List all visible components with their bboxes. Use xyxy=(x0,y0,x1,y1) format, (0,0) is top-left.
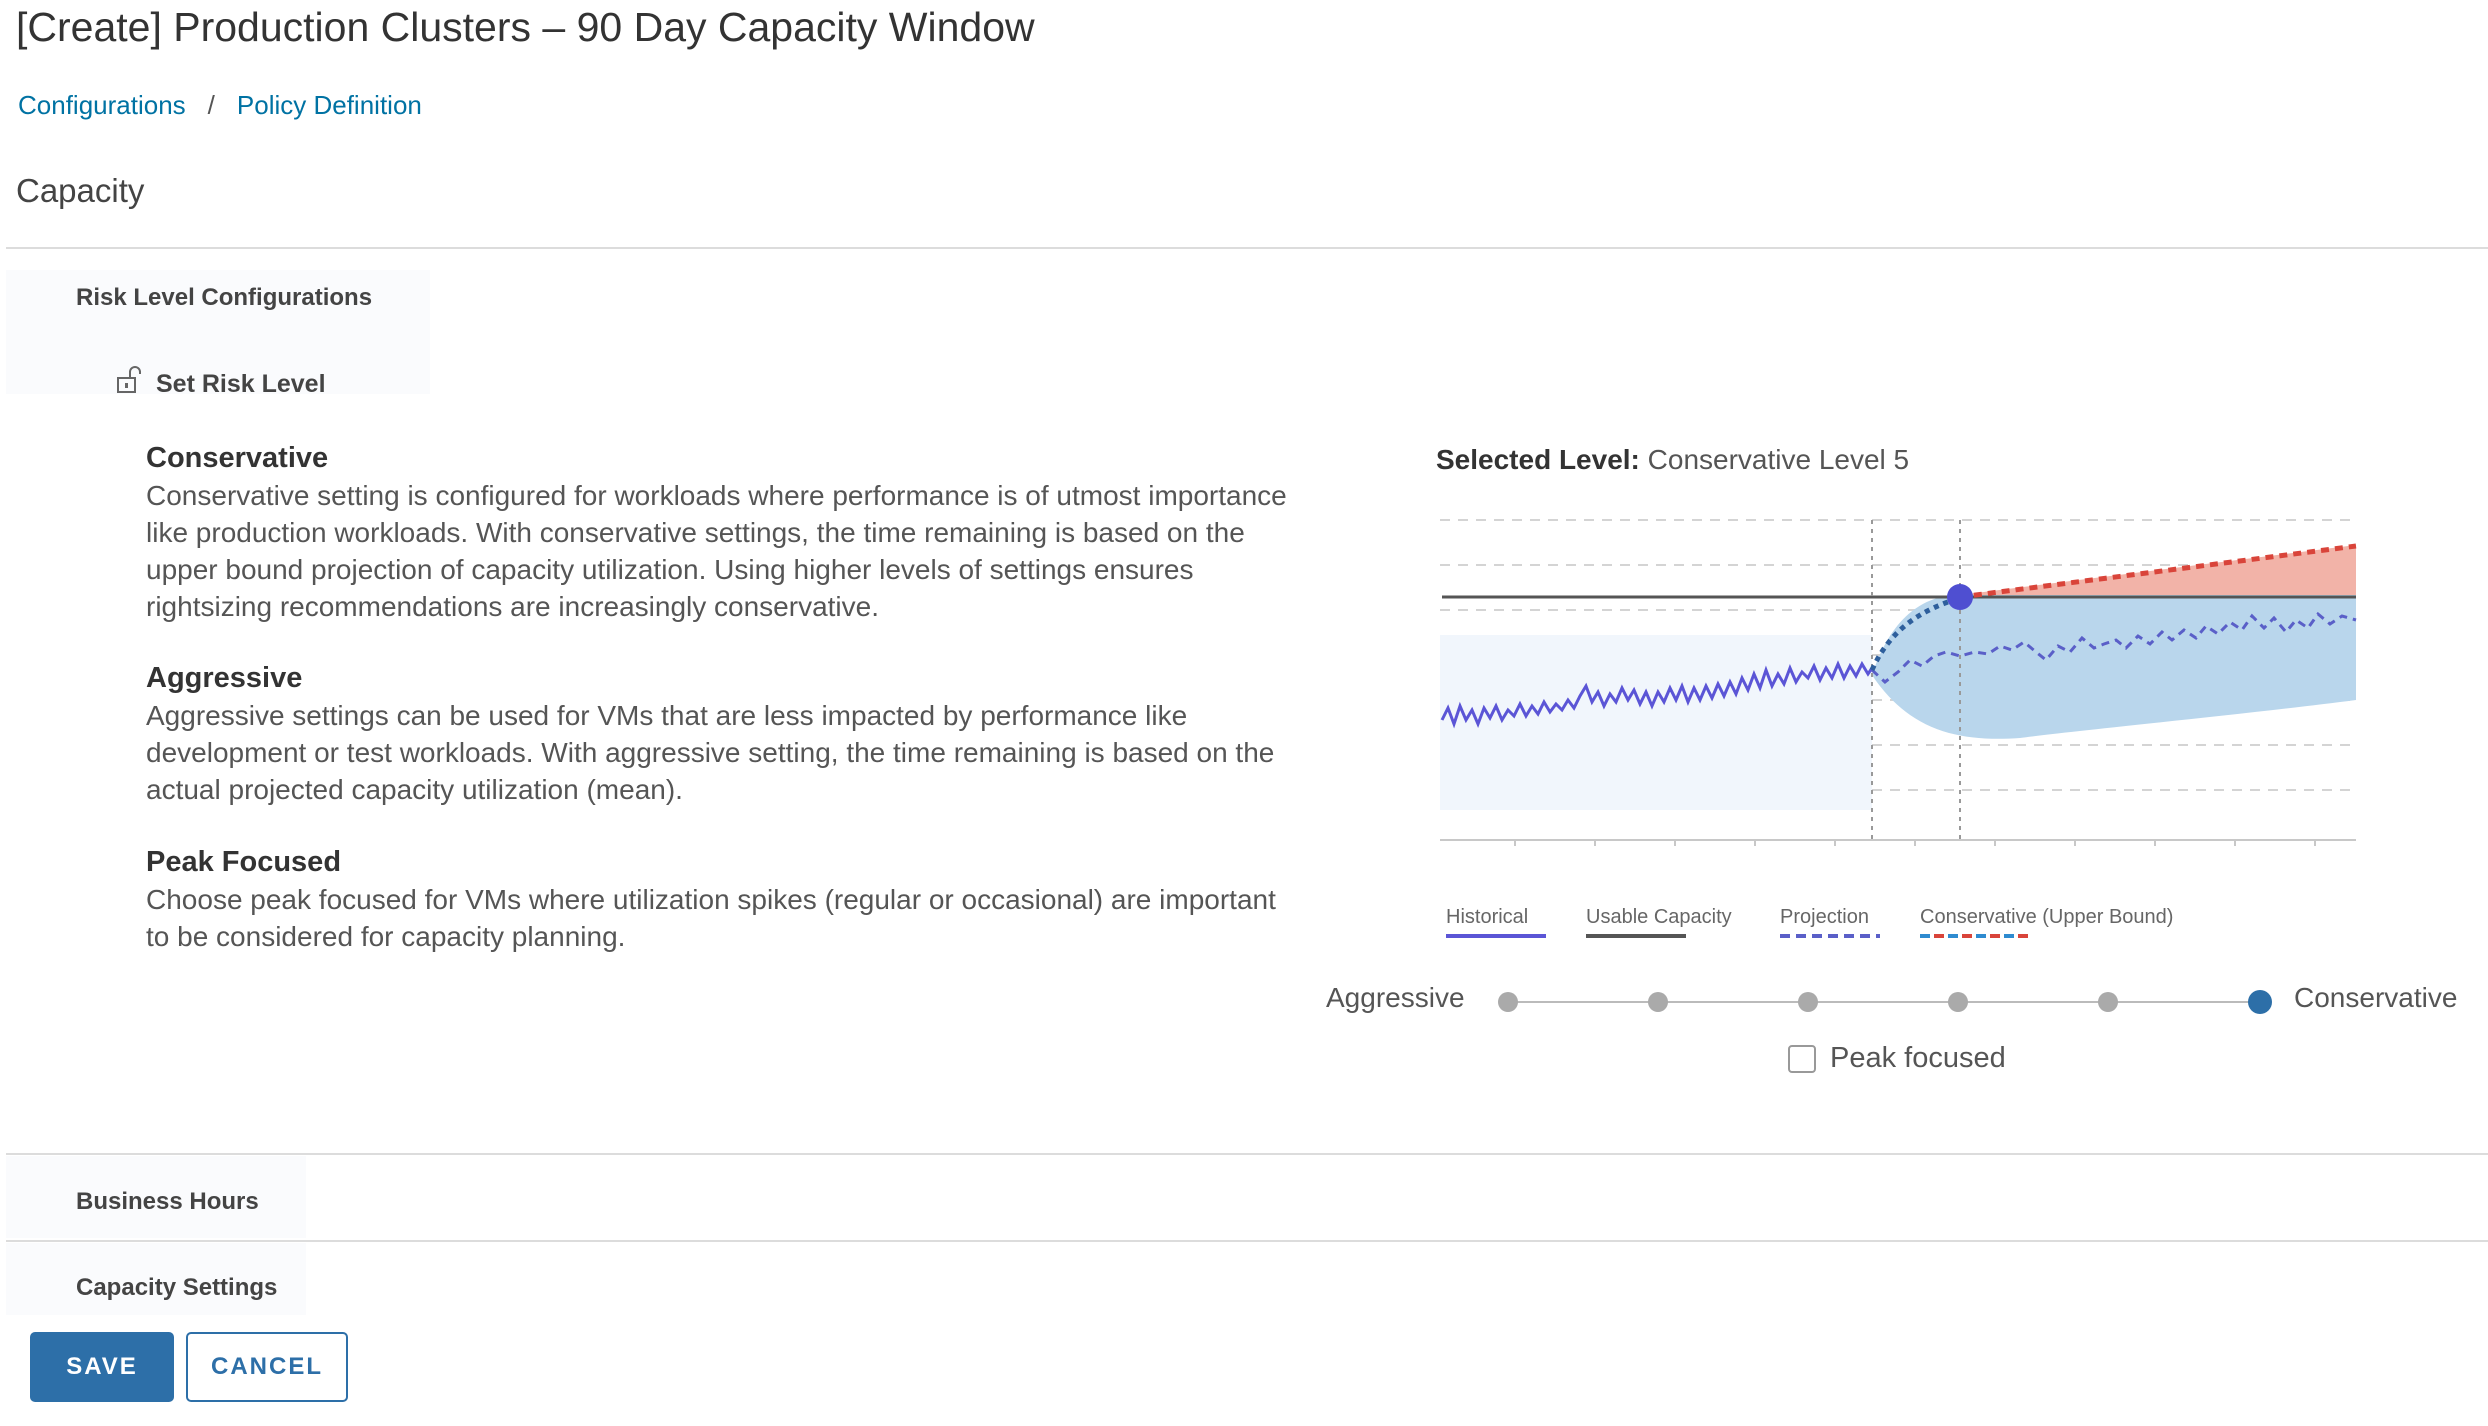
projection-ramp-line xyxy=(1869,595,1961,672)
description-conservative: Conservative Conservative setting is con… xyxy=(146,442,1296,625)
accordion-header-shade xyxy=(6,1156,306,1238)
unlock-icon xyxy=(117,366,141,393)
description-title: Aggressive xyxy=(146,662,303,694)
selected-level-value: Conservative Level 5 xyxy=(1647,444,1910,475)
slider-step-1 xyxy=(1498,992,1518,1012)
conservative-upper-bound-line xyxy=(1959,543,2357,600)
history-area-shade xyxy=(1440,635,1872,810)
selected-level: Selected Level: Conservative Level 5 xyxy=(1436,444,1909,476)
accordion-capacity-settings[interactable]: Capacity Settings xyxy=(76,1274,278,1301)
legend-conservative-upper-bound: Conservative (Upper Bound) xyxy=(1920,906,2174,928)
description-aggressive: Aggressive Aggressive settings can be us… xyxy=(146,662,1296,808)
slider-label-aggressive: Aggressive xyxy=(1326,982,1465,1013)
description-title: Peak Focused xyxy=(146,846,342,878)
legend-usable-capacity-swatch xyxy=(1586,934,1686,938)
save-button[interactable]: SAVE xyxy=(30,1332,174,1402)
description-peak-focused: Peak Focused Choose peak focused for VMs… xyxy=(146,846,1296,955)
divider xyxy=(6,247,2488,249)
accordion-header-shade xyxy=(6,1243,306,1315)
legend-conservative-swatch xyxy=(1920,934,2028,938)
capacity-intersection-point xyxy=(1947,584,1973,610)
divider xyxy=(6,1240,2488,1242)
peak-focused-checkbox[interactable] xyxy=(1788,1045,1816,1073)
legend-usable-capacity: Usable Capacity xyxy=(1586,906,1732,928)
page-title: [Create] Production Clusters – 90 Day Ca… xyxy=(16,4,1035,50)
slider-step-3 xyxy=(1798,992,1818,1012)
risk-level-slider[interactable] xyxy=(1498,984,2278,1020)
breadcrumb-separator: / xyxy=(207,90,215,120)
set-risk-level-label: Set Risk Level xyxy=(156,370,326,398)
legend-historical-swatch xyxy=(1446,934,1546,938)
breadcrumb-policy-definition[interactable]: Policy Definition xyxy=(236,90,422,120)
slider-step-2 xyxy=(1648,992,1668,1012)
slider-step-4 xyxy=(1948,992,1968,1012)
description-text: Aggressive settings can be used for VMs … xyxy=(146,700,1275,805)
accordion-header-shade xyxy=(6,270,430,394)
section-heading: Capacity xyxy=(16,172,145,209)
description-text: Conservative setting is configured for w… xyxy=(146,480,1287,622)
description-text: Choose peak focused for VMs where utiliz… xyxy=(146,884,1276,952)
slider-step-6-selected xyxy=(2248,990,2272,1014)
legend-projection: Projection xyxy=(1780,906,1869,928)
slider-label-conservative: Conservative xyxy=(2294,982,2458,1013)
slider-step-5 xyxy=(2098,992,2118,1012)
breadcrumb-configurations[interactable]: Configurations xyxy=(18,90,186,120)
risk-level-chart xyxy=(1440,519,2357,846)
peak-focused-label[interactable]: Peak focused xyxy=(1830,1042,2006,1074)
cancel-button[interactable]: CANCEL xyxy=(186,1332,348,1402)
legend-projection-swatch xyxy=(1780,934,1880,938)
accordion-business-hours[interactable]: Business Hours xyxy=(76,1188,259,1215)
description-title: Conservative xyxy=(146,442,329,474)
breadcrumb: Configurations / Policy Definition xyxy=(18,90,422,121)
historical-series xyxy=(1440,660,1874,729)
chart-x-ticks xyxy=(1514,840,2316,846)
accordion-risk-level-configurations[interactable]: Risk Level Configurations xyxy=(76,284,373,311)
divider xyxy=(6,1153,2488,1155)
projection-series xyxy=(1870,611,2357,684)
projection-band xyxy=(1872,595,2356,739)
selected-level-label: Selected Level: xyxy=(1436,444,1640,475)
legend-historical: Historical xyxy=(1446,906,1529,928)
